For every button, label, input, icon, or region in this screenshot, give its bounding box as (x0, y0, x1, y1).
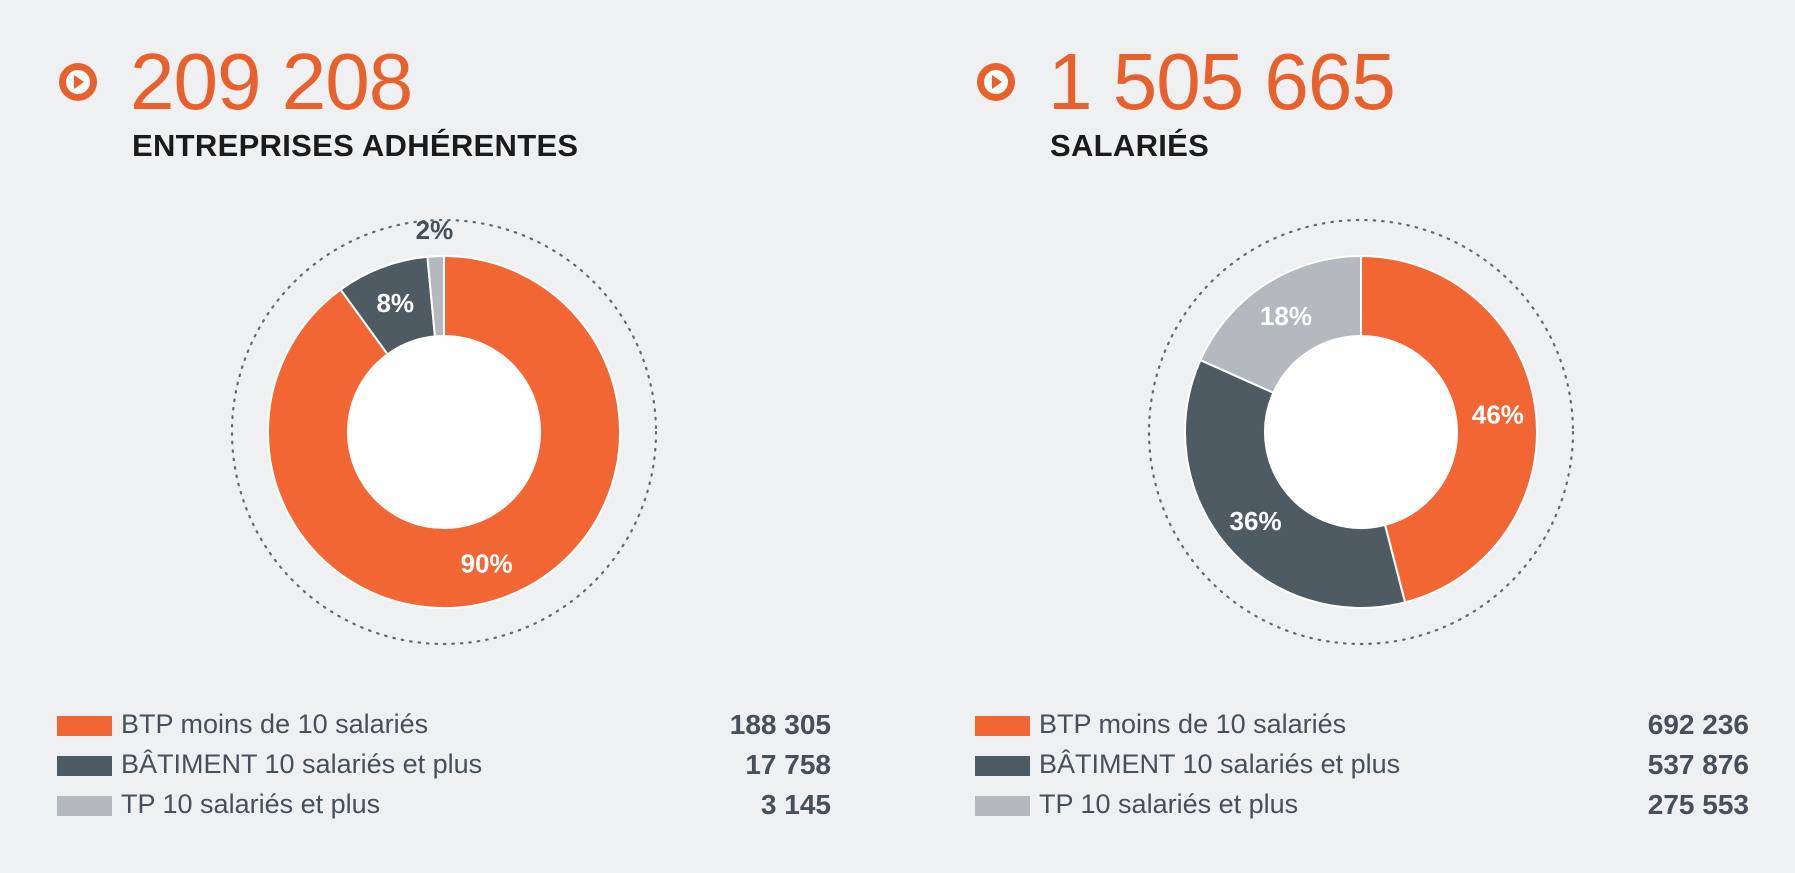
panel-salaries: 1 505 665 SALARIÉS 46% 36% 18% BTP moins d… (918, 0, 1795, 873)
legend-row: BÂTIMENT 10 salariés et plus 537 876 (975, 746, 1749, 786)
play-circle-icon[interactable] (976, 62, 1016, 102)
legend-label: TP 10 salariés et plus (121, 789, 381, 819)
slice-label-0: 90% (461, 548, 513, 578)
legend-swatch-btp (57, 716, 112, 736)
legend-row: TP 10 salariés et plus 3 145 (57, 786, 831, 826)
donut-hole (348, 336, 540, 528)
slice-label-1: 8% (376, 288, 414, 318)
total-number: 1 505 665 (1048, 37, 1396, 126)
play-circle-icon[interactable] (58, 62, 98, 102)
dotted-ring (230, 218, 658, 646)
legend-row: BÂTIMENT 10 salariés et plus 17 758 (57, 746, 831, 786)
donut-chart-salaries: 46% 36% 18% (1147, 218, 1575, 646)
slice-label-2: 2% (416, 215, 454, 245)
legend-label: BÂTIMENT 10 salariés et plus (121, 749, 483, 779)
panel-title: ENTREPRISES ADHÉRENTES (132, 128, 579, 163)
legend-label: BTP moins de 10 salariés (121, 709, 429, 739)
legend-value: 17 758 (745, 749, 831, 780)
legend-row: BTP moins de 10 salariés 188 305 (57, 706, 831, 746)
legend-value: 537 876 (1647, 749, 1749, 780)
legend: BTP moins de 10 salariés 692 236 BÂTIMEN… (975, 706, 1749, 826)
total-number: 209 208 (130, 37, 413, 126)
donut-hole (1265, 336, 1457, 528)
legend-row: TP 10 salariés et plus 275 553 (975, 786, 1749, 826)
legend-swatch-batiment (57, 756, 112, 776)
legend-value: 188 305 (729, 709, 831, 740)
panel-entreprises: 209 208 ENTREPRISES ADHÉRENTES 90% 8% 2% B… (0, 0, 880, 873)
legend-label: BTP moins de 10 salariés (1039, 709, 1347, 739)
slice-label-2: 18% (1260, 301, 1312, 331)
panel-title: SALARIÉS (1050, 128, 1210, 163)
legend-swatch-batiment (975, 756, 1030, 776)
donut-chart-entreprises: 90% 8% 2% (230, 215, 658, 646)
legend-row: BTP moins de 10 salariés 692 236 (975, 706, 1749, 746)
legend-value: 692 236 (1647, 709, 1749, 740)
legend-label: BÂTIMENT 10 salariés et plus (1039, 749, 1401, 779)
slice-label-0: 46% (1472, 400, 1524, 430)
legend-swatch-tp (975, 796, 1030, 816)
legend-value: 275 553 (1647, 789, 1749, 820)
slice-label-1: 36% (1230, 506, 1282, 536)
legend-swatch-btp (975, 716, 1030, 736)
legend: BTP moins de 10 salariés 188 305 BÂTIMEN… (57, 706, 831, 826)
legend-value: 3 145 (760, 789, 831, 820)
legend-swatch-tp (57, 796, 112, 816)
dotted-ring (1147, 218, 1575, 646)
legend-label: TP 10 salariés et plus (1039, 789, 1299, 819)
